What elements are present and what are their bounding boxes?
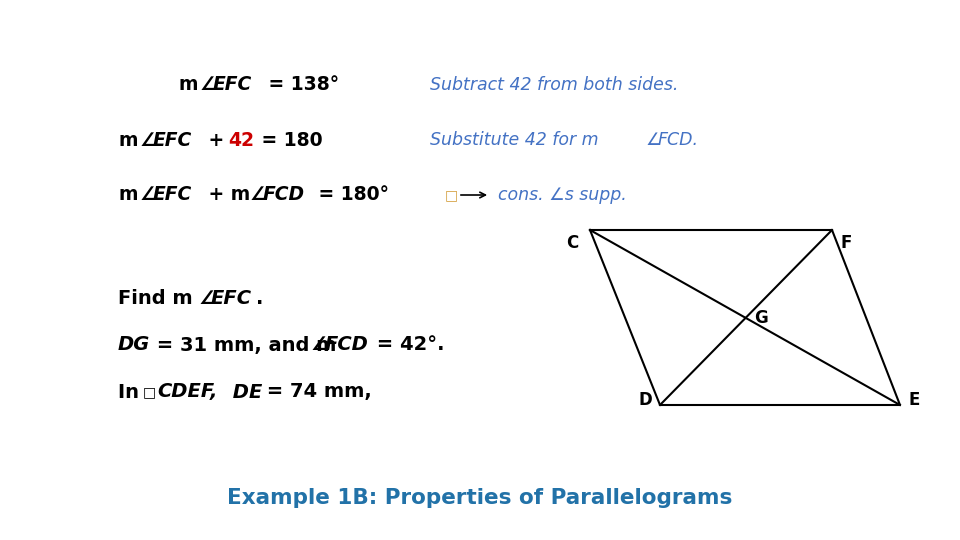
Text: = 42°.: = 42°. [370, 335, 444, 354]
Text: = 138°: = 138° [262, 76, 339, 94]
Text: ∠: ∠ [200, 76, 217, 94]
Text: ∠: ∠ [140, 131, 156, 150]
Text: 42: 42 [228, 131, 254, 150]
Text: ∠: ∠ [250, 186, 267, 205]
Text: □: □ [143, 385, 156, 399]
Text: +: + [202, 131, 230, 150]
Text: m: m [178, 76, 198, 94]
Text: FCD: FCD [263, 186, 305, 205]
Text: DE: DE [226, 382, 262, 402]
Text: CDEF,: CDEF, [157, 382, 217, 402]
Text: In: In [118, 382, 146, 402]
Text: EFC: EFC [211, 288, 252, 307]
Text: □: □ [445, 188, 458, 202]
Text: G: G [754, 309, 767, 327]
Text: F: F [840, 234, 852, 252]
Text: .: . [256, 288, 263, 307]
Text: Subtract 42 from both sides.: Subtract 42 from both sides. [430, 76, 679, 94]
Text: m: m [118, 131, 137, 150]
Text: = 31 mm, and m: = 31 mm, and m [150, 335, 336, 354]
Text: Example 1B: Properties of Parallelograms: Example 1B: Properties of Parallelograms [228, 488, 732, 508]
Text: ∠: ∠ [198, 288, 215, 307]
Text: C: C [565, 234, 578, 252]
Text: Find m: Find m [118, 288, 193, 307]
Text: E: E [908, 391, 920, 409]
Text: = 74 mm,: = 74 mm, [260, 382, 372, 402]
Text: = 180°: = 180° [312, 186, 389, 205]
Text: EFC: EFC [213, 76, 252, 94]
Text: ∠: ∠ [140, 186, 156, 205]
Text: ∠: ∠ [646, 131, 661, 149]
Text: ∠: ∠ [311, 335, 328, 354]
Text: + m: + m [202, 186, 251, 205]
Text: cons. ∠s supp.: cons. ∠s supp. [498, 186, 627, 204]
Text: = 180: = 180 [255, 131, 323, 150]
Text: FCD: FCD [325, 335, 369, 354]
Text: EFC: EFC [153, 186, 192, 205]
Text: DG: DG [118, 335, 151, 354]
Text: FCD.: FCD. [658, 131, 699, 149]
Text: D: D [638, 391, 652, 409]
Text: Substitute 42 for m: Substitute 42 for m [430, 131, 598, 149]
Text: m: m [118, 186, 137, 205]
Text: EFC: EFC [153, 131, 192, 150]
